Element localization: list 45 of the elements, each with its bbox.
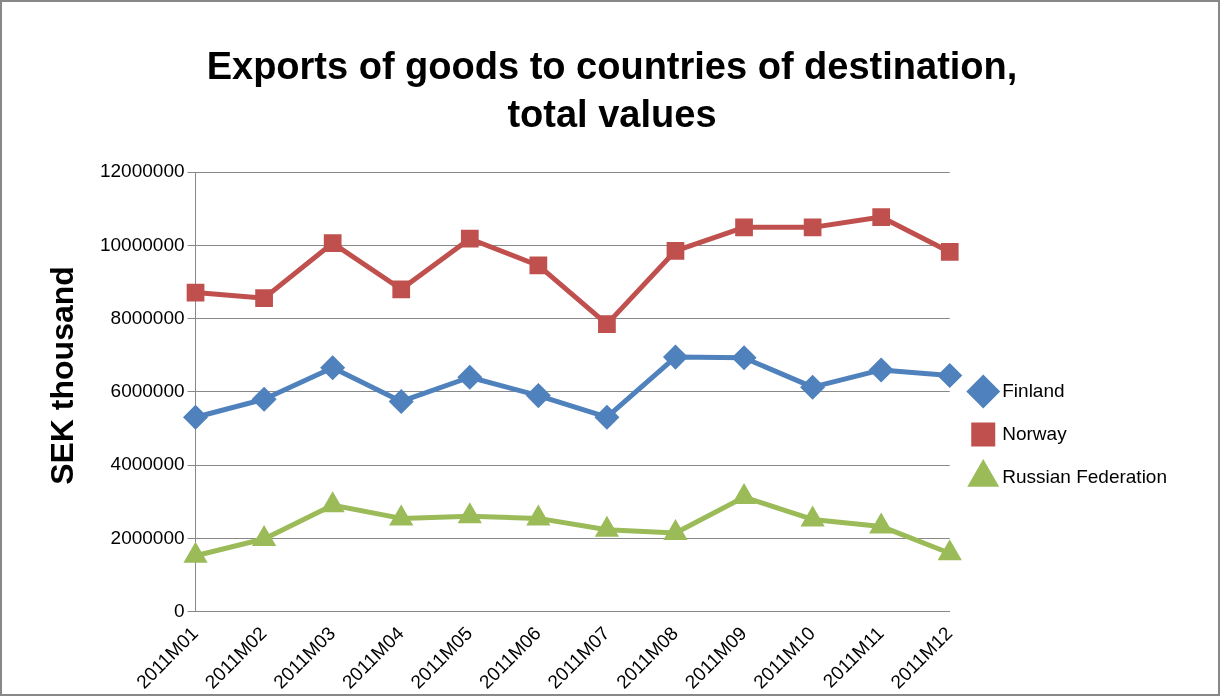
- point: [389, 389, 413, 413]
- point: [322, 491, 345, 513]
- point: [392, 280, 411, 299]
- point: [735, 218, 753, 237]
- y-tick-label: 12000000: [99, 160, 185, 182]
- point: [938, 363, 962, 387]
- point: [937, 539, 962, 561]
- point: [460, 229, 479, 248]
- chart-title: Exports of goods to countries of destination, total values: [205, 44, 1019, 137]
- point: [526, 384, 550, 408]
- point: [598, 315, 616, 333]
- point: [252, 387, 276, 411]
- y-tick-label: 10000000: [99, 233, 185, 255]
- point: [869, 358, 893, 382]
- point: [801, 375, 825, 399]
- legend-label: Norway: [1002, 422, 1068, 444]
- point: [458, 365, 482, 389]
- point: [803, 218, 822, 237]
- point: [733, 483, 756, 505]
- point: [663, 345, 687, 369]
- point: [184, 405, 208, 429]
- point: [526, 504, 551, 526]
- point: [321, 356, 345, 380]
- point: [872, 208, 891, 226]
- point: [389, 504, 414, 526]
- point: [529, 256, 548, 275]
- y-axis-title: SEK thousand: [43, 265, 81, 487]
- y-tick-label: 8000000: [110, 306, 185, 328]
- point: [663, 519, 688, 541]
- point: [457, 502, 482, 524]
- point: [666, 241, 685, 260]
- legend-label: Russian Federation: [1002, 465, 1168, 487]
- point: [869, 512, 893, 534]
- point: [186, 283, 205, 302]
- point: [323, 234, 342, 252]
- point: [800, 505, 825, 527]
- y-tick-label: 6000000: [110, 380, 185, 402]
- y-tick-label: 0: [173, 600, 185, 622]
- legend-label: Finland: [1002, 379, 1065, 401]
- point: [595, 405, 619, 429]
- point: [940, 243, 959, 261]
- point: [255, 289, 273, 307]
- y-tick-label: 2000000: [110, 526, 185, 548]
- point: [732, 346, 756, 370]
- y-tick-label: 4000000: [110, 453, 185, 475]
